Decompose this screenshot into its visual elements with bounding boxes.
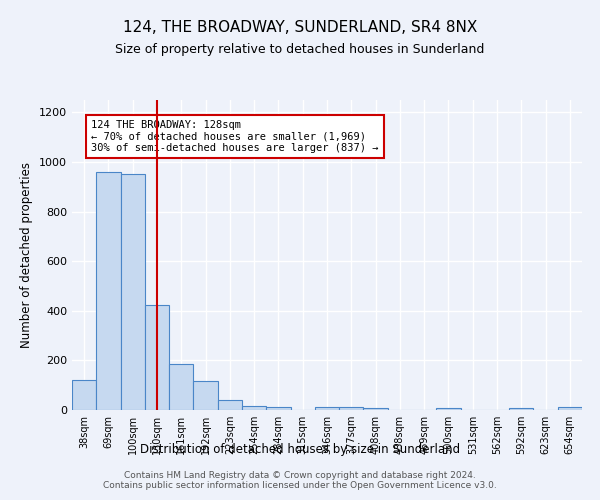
Text: Size of property relative to detached houses in Sunderland: Size of property relative to detached ho…	[115, 42, 485, 56]
Bar	[266, 406, 290, 410]
Bar	[121, 174, 145, 410]
Text: Contains HM Land Registry data © Crown copyright and database right 2024.
Contai: Contains HM Land Registry data © Crown c…	[103, 470, 497, 490]
Text: 124, THE BROADWAY, SUNDERLAND, SR4 8NX: 124, THE BROADWAY, SUNDERLAND, SR4 8NX	[123, 20, 477, 35]
Bar	[169, 364, 193, 410]
Text: 124 THE BROADWAY: 128sqm
← 70% of detached houses are smaller (1,969)
30% of sem: 124 THE BROADWAY: 128sqm ← 70% of detach…	[91, 120, 379, 153]
Y-axis label: Number of detached properties: Number of detached properties	[20, 162, 34, 348]
Text: Distribution of detached houses by size in Sunderland: Distribution of detached houses by size …	[140, 442, 460, 456]
Bar	[96, 172, 121, 410]
Bar	[364, 408, 388, 410]
Bar	[193, 382, 218, 410]
Bar	[509, 408, 533, 410]
Bar	[315, 407, 339, 410]
Bar	[339, 407, 364, 410]
Bar	[242, 406, 266, 410]
Bar	[145, 304, 169, 410]
Bar	[436, 408, 461, 410]
Bar	[558, 407, 582, 410]
Bar	[218, 400, 242, 410]
Bar	[72, 380, 96, 410]
